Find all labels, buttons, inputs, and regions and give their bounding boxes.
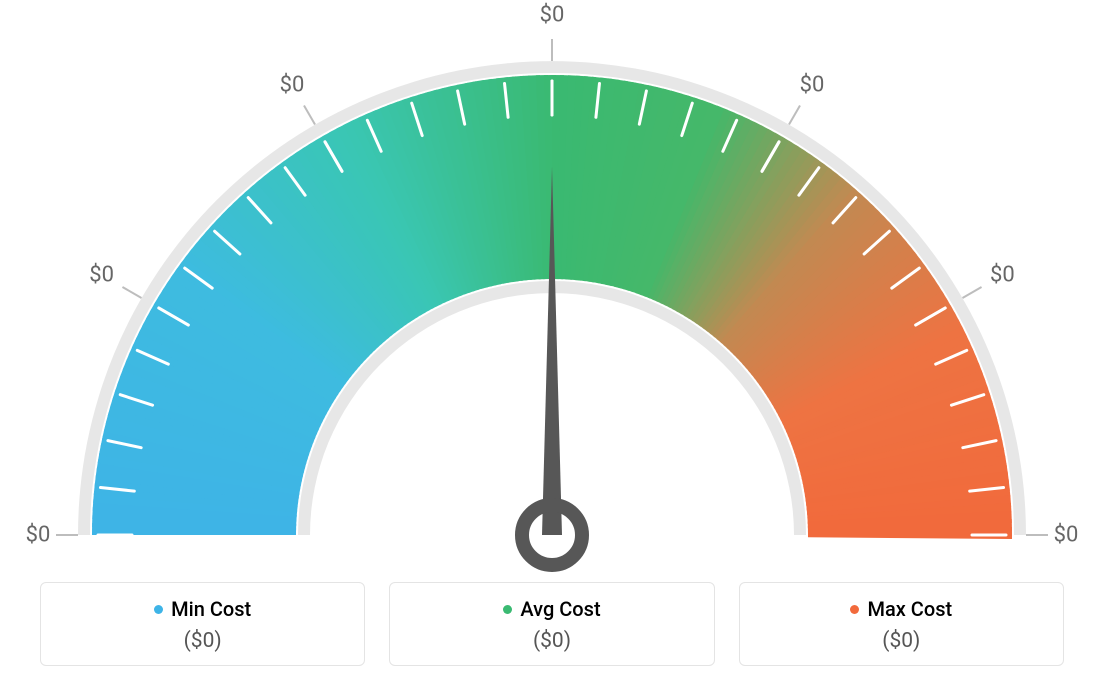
legend-avg-label: Avg Cost xyxy=(520,597,600,621)
legend-min-label: Min Cost xyxy=(171,597,251,621)
legend-max: Max Cost ($0) xyxy=(739,582,1064,666)
gauge-tick-label: $0 xyxy=(1054,523,1079,548)
legend-dot-max xyxy=(850,605,859,614)
gauge-tick-label: $0 xyxy=(26,523,51,548)
gauge-tick-label: $0 xyxy=(89,263,114,288)
gauge-tick-label: $0 xyxy=(800,72,825,97)
legend-max-title: Max Cost xyxy=(850,597,952,621)
legend-avg-title: Avg Cost xyxy=(503,597,600,621)
legend-min-value: ($0) xyxy=(51,629,354,653)
legend-dot-avg xyxy=(503,605,512,614)
legend-dot-min xyxy=(154,605,163,614)
legend-avg: Avg Cost ($0) xyxy=(389,582,714,666)
legend-max-label: Max Cost xyxy=(867,597,952,621)
gauge-svg xyxy=(42,20,1062,580)
legend-max-value: ($0) xyxy=(750,629,1053,653)
legend-min: Min Cost ($0) xyxy=(40,582,365,666)
legend-row: Min Cost ($0) Avg Cost ($0) Max Cost ($0… xyxy=(40,582,1064,666)
gauge-tick-label: $0 xyxy=(540,3,565,28)
legend-min-title: Min Cost xyxy=(154,597,251,621)
legend-avg-value: ($0) xyxy=(400,629,703,653)
gauge-tick-label: $0 xyxy=(990,263,1015,288)
gauge-tick-label: $0 xyxy=(280,72,305,97)
gauge-area: $0 $0 $0 $0 $0 $0 $0 xyxy=(0,0,1104,560)
cost-gauge-widget: $0 $0 $0 $0 $0 $0 $0 Min Cost ($0) Avg Cost ($… xyxy=(0,0,1104,690)
